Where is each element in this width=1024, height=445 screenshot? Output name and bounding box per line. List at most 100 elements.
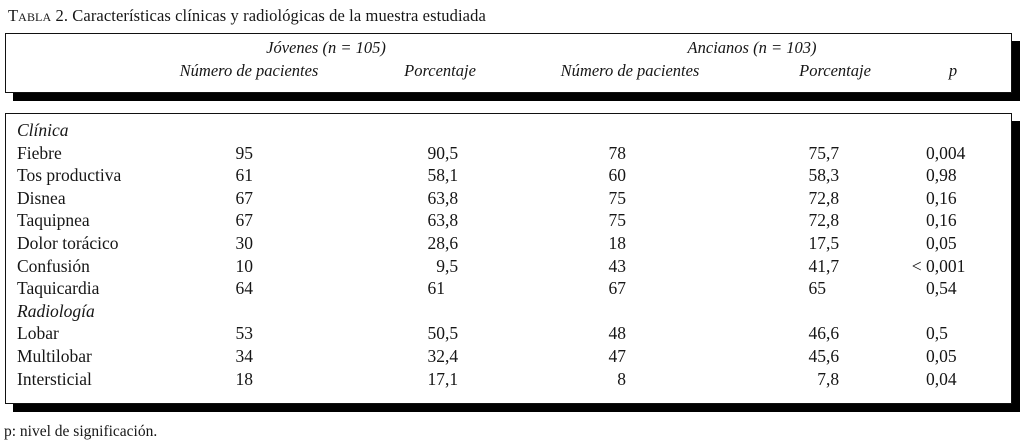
section-row: Clínica bbox=[6, 119, 1011, 142]
row-label: Confusión bbox=[17, 255, 90, 276]
ancianos-percentage-int: 7 bbox=[817, 368, 826, 389]
ancianos-percentage-dec: ,8 bbox=[826, 368, 840, 389]
table-footnote: p: nivel de significación. bbox=[4, 423, 158, 440]
column-header-ancianos-pct: Porcentaje bbox=[799, 61, 871, 80]
jovenes-percentage-int: 50 bbox=[427, 323, 446, 344]
table-title: Tabla 2. Características clínicas y radi… bbox=[8, 6, 486, 26]
ancianos-percentage-int: 17 bbox=[808, 232, 827, 253]
row-label: Multilobar bbox=[17, 345, 92, 366]
ancianos-percentage-int: 75 bbox=[808, 142, 827, 163]
ancianos-patient-count: 43 bbox=[608, 255, 627, 276]
jovenes-percentage-int: 17 bbox=[427, 368, 446, 389]
ancianos-patient-count: 18 bbox=[608, 232, 627, 253]
row-label: Disnea bbox=[17, 187, 66, 208]
jovenes-percentage-int: 90 bbox=[427, 142, 446, 163]
table-row: Multilobar 34 47 32,4 45,6 0,05 bbox=[6, 345, 1011, 368]
p-value: 0,98 bbox=[926, 165, 957, 186]
jovenes-patient-count: 61 bbox=[235, 165, 254, 186]
jovenes-percentage-int: 32 bbox=[427, 345, 446, 366]
jovenes-percentage-dec: ,5 bbox=[445, 323, 459, 344]
jovenes-percentage-int: 61 bbox=[427, 278, 446, 299]
p-value: 0,05 bbox=[926, 345, 957, 366]
ancianos-percentage-dec: ,6 bbox=[826, 345, 840, 366]
column-header-jovenes-pct: Porcentaje bbox=[404, 61, 476, 80]
jovenes-percentage-dec: ,1 bbox=[445, 165, 459, 186]
ancianos-percentage-int: 41 bbox=[808, 255, 827, 276]
jovenes-percentage-dec: ,1 bbox=[445, 368, 459, 389]
table-row: Dolor torácico 30 18 28,6 17,5 0,05 bbox=[6, 232, 1011, 255]
ancianos-percentage-dec: ,7 bbox=[826, 255, 840, 276]
jovenes-patient-count: 30 bbox=[235, 232, 254, 253]
ancianos-patient-count: 8 bbox=[617, 368, 626, 389]
p-value: < 0,001 bbox=[912, 255, 966, 278]
row-label: Taquipnea bbox=[17, 210, 90, 231]
jovenes-patient-count: 95 bbox=[235, 142, 254, 163]
row-label: Clínica bbox=[17, 120, 69, 140]
p-value: 0,04 bbox=[926, 368, 957, 389]
jovenes-percentage-dec: ,8 bbox=[445, 187, 459, 208]
row-label: Tos productiva bbox=[17, 165, 122, 186]
ancianos-percentage-int: 72 bbox=[808, 187, 827, 208]
table-row: Taquicardia 64 67 61 65 0,54 bbox=[6, 277, 1011, 300]
ancianos-percentage-int: 45 bbox=[808, 345, 827, 366]
jovenes-patient-count: 67 bbox=[235, 187, 254, 208]
row-label: Fiebre bbox=[17, 142, 62, 163]
ancianos-percentage-dec: ,8 bbox=[826, 210, 840, 231]
ancianos-percentage-int: 58 bbox=[808, 165, 827, 186]
table-title-word: Tabla bbox=[8, 6, 52, 25]
jovenes-patient-count: 10 bbox=[235, 255, 254, 276]
table-row: Disnea 67 75 63,8 72,8 0,16 bbox=[6, 187, 1011, 210]
ancianos-patient-count: 75 bbox=[608, 210, 627, 231]
ancianos-patient-count: 75 bbox=[608, 187, 627, 208]
jovenes-percentage-dec: ,4 bbox=[445, 345, 459, 366]
table-header-box: Jóvenes (n = 105) Ancianos (n = 103) Núm… bbox=[5, 33, 1012, 93]
ancianos-percentage-dec: ,8 bbox=[826, 187, 840, 208]
table-row: Confusión 10 43 9,5 41,7 < 0,001 bbox=[6, 255, 1011, 278]
group-header-jovenes: Jóvenes (n = 105) bbox=[266, 38, 386, 57]
column-header-ancianos-n: Número de pacientes bbox=[560, 61, 700, 80]
table-title-rest: 2. Características clínicas y radiológic… bbox=[55, 6, 486, 25]
jovenes-patient-count: 34 bbox=[235, 345, 254, 366]
table-body-box: Clínica Fiebre 95 78 90,5 75,7 0,004 Tos produc… bbox=[5, 113, 1012, 404]
table-row: Tos productiva 61 60 58,1 58,3 0,98 bbox=[6, 164, 1011, 187]
ancianos-percentage-dec: ,3 bbox=[826, 165, 840, 186]
table-row: Intersticial 18 8 17,1 7,8 0,04 bbox=[6, 368, 1011, 391]
jovenes-percentage-dec: ,5 bbox=[445, 255, 459, 276]
ancianos-patient-count: 67 bbox=[608, 278, 627, 299]
column-header-jovenes-n: Número de pacientes bbox=[179, 61, 319, 80]
row-label: Taquicardia bbox=[17, 278, 100, 299]
row-label: Intersticial bbox=[17, 368, 92, 389]
less-than-prefix: < bbox=[911, 255, 926, 276]
p-value: 0,5 bbox=[926, 323, 948, 344]
table-row: Taquipnea 67 75 63,8 72,8 0,16 bbox=[6, 209, 1011, 232]
jovenes-percentage-int: 28 bbox=[427, 232, 446, 253]
ancianos-patient-count: 78 bbox=[608, 142, 627, 163]
group-header-ancianos: Ancianos (n = 103) bbox=[687, 38, 817, 57]
ancianos-percentage-int: 72 bbox=[808, 210, 827, 231]
p-value-number: 0,001 bbox=[926, 255, 966, 276]
p-value: 0,16 bbox=[926, 187, 957, 208]
table-row: Lobar 53 48 50,5 46,6 0,5 bbox=[6, 322, 1011, 345]
ancianos-patient-count: 47 bbox=[608, 345, 627, 366]
jovenes-patient-count: 18 bbox=[235, 368, 254, 389]
jovenes-patient-count: 67 bbox=[235, 210, 254, 231]
row-label: Radiología bbox=[17, 300, 95, 321]
jovenes-percentage-int: 9 bbox=[436, 255, 445, 276]
ancianos-patient-count: 48 bbox=[608, 323, 627, 344]
section-row: Radiología bbox=[6, 300, 1011, 323]
p-value: 0,16 bbox=[926, 210, 957, 231]
ancianos-percentage-int: 46 bbox=[808, 323, 827, 344]
jovenes-patient-count: 64 bbox=[235, 278, 254, 299]
p-value: 0,004 bbox=[926, 142, 966, 163]
jovenes-percentage-dec: ,6 bbox=[445, 232, 459, 253]
row-label: Dolor torácico bbox=[17, 232, 119, 253]
jovenes-percentage-dec: ,8 bbox=[445, 210, 459, 231]
table-row: Fiebre 95 78 90,5 75,7 0,004 bbox=[6, 142, 1011, 165]
p-value: 0,05 bbox=[926, 232, 957, 253]
ancianos-patient-count: 60 bbox=[608, 165, 627, 186]
ancianos-percentage-dec: ,5 bbox=[826, 232, 840, 253]
jovenes-percentage-int: 63 bbox=[427, 187, 446, 208]
jovenes-percentage-int: 63 bbox=[427, 210, 446, 231]
jovenes-percentage-dec: ,5 bbox=[445, 142, 459, 163]
